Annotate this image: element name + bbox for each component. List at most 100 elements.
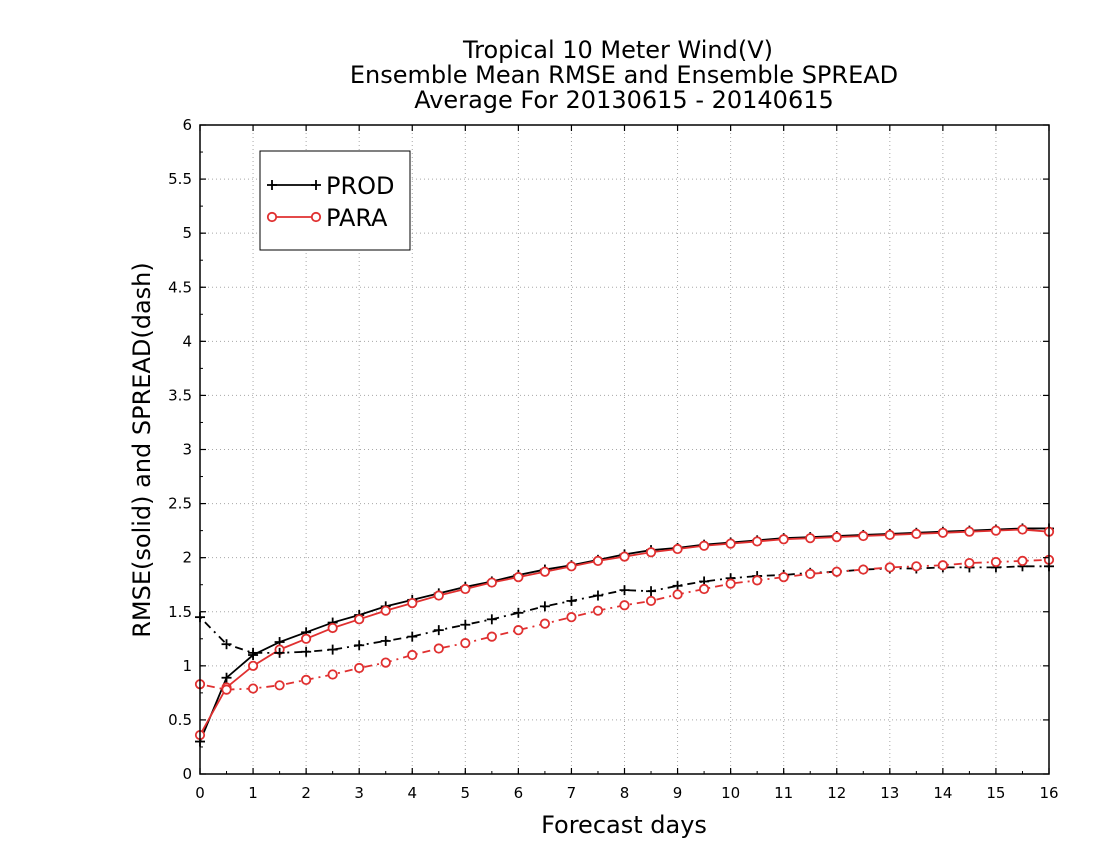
data-point — [646, 586, 657, 597]
data-point — [964, 557, 975, 569]
data-point — [698, 583, 710, 595]
data-point — [513, 625, 524, 636]
x-tick-label: 15 — [986, 784, 1005, 802]
x-tick-label: 0 — [195, 784, 205, 802]
data-point — [301, 674, 312, 685]
data-point — [248, 647, 259, 658]
data-point — [221, 639, 232, 650]
data-point — [911, 528, 922, 539]
data-point — [327, 669, 338, 680]
x-tick-label: 14 — [933, 784, 952, 802]
x-axis-label: Forecast days — [541, 811, 707, 839]
x-tick-label: 1 — [248, 784, 258, 802]
data-point — [937, 527, 948, 538]
data-point — [539, 566, 551, 577]
data-point — [407, 649, 418, 661]
legend-box — [259, 150, 411, 251]
data-point — [539, 618, 551, 629]
data-point — [645, 547, 657, 558]
data-point — [831, 566, 842, 577]
legend-marker — [310, 211, 322, 223]
data-point — [433, 590, 444, 601]
data-point — [354, 662, 365, 674]
data-point — [778, 534, 789, 545]
data-point — [566, 595, 577, 606]
x-tick-label: 5 — [461, 784, 471, 802]
data-point — [354, 640, 365, 651]
data-point — [460, 583, 471, 595]
data-point — [513, 607, 524, 618]
data-point — [698, 540, 710, 551]
data-point — [460, 638, 471, 649]
data-point — [301, 646, 312, 657]
x-tick-label: 12 — [827, 784, 846, 802]
x-tick-label: 8 — [620, 784, 630, 802]
data-point — [433, 625, 444, 636]
legend-item-prod: PROD — [267, 172, 395, 200]
data-point — [911, 561, 922, 572]
data-point — [566, 612, 577, 623]
title-line-1: Tropical 10 Meter Wind(V) — [462, 36, 773, 64]
data-point — [247, 683, 259, 694]
data-point — [380, 635, 391, 646]
data-point — [486, 614, 497, 625]
y-tick-label: 3 — [182, 441, 192, 459]
data-point — [301, 633, 312, 644]
y-tick-label: 0 — [182, 765, 192, 783]
y-tick-label: 1.5 — [168, 603, 192, 621]
data-point — [805, 568, 816, 579]
data-point — [327, 644, 338, 655]
legend-marker — [266, 211, 278, 223]
data-point — [327, 622, 338, 634]
data-point — [752, 536, 763, 547]
y-tick-label: 1 — [182, 657, 192, 675]
data-point — [752, 575, 763, 586]
legend-label: PROD — [326, 172, 395, 200]
y-tick-label: 5 — [182, 224, 192, 242]
data-point — [221, 684, 232, 695]
data-point — [513, 572, 524, 583]
data-point — [486, 631, 497, 642]
x-tick-label: 2 — [301, 784, 311, 802]
data-point — [1017, 555, 1028, 567]
data-point — [592, 605, 604, 616]
data-point — [645, 595, 657, 607]
data-point — [566, 561, 577, 572]
y-tick-label: 2.5 — [168, 495, 192, 513]
x-tick-label: 6 — [514, 784, 524, 802]
y-tick-label: 6 — [182, 116, 192, 134]
x-tick-label: 10 — [721, 784, 740, 802]
data-point — [805, 533, 816, 544]
data-point — [672, 543, 683, 555]
series-line — [199, 565, 1049, 654]
data-point — [592, 555, 604, 567]
data-point — [778, 572, 789, 583]
data-point — [433, 643, 444, 654]
data-point — [937, 560, 948, 571]
y-tick-label: 5.5 — [168, 170, 192, 188]
series-para-rmse — [194, 524, 1055, 741]
data-point — [990, 525, 1002, 536]
data-point — [247, 660, 259, 671]
data-point — [672, 580, 683, 591]
data-point — [407, 631, 418, 642]
y-tick-label: 3.5 — [168, 386, 192, 404]
data-point — [274, 647, 285, 658]
data-point — [460, 619, 471, 630]
legend: PROD PARA — [259, 150, 411, 251]
data-point — [221, 672, 232, 683]
y-tick-label: 4 — [182, 332, 192, 350]
x-tick-label: 9 — [673, 784, 683, 802]
data-point — [725, 578, 736, 589]
axis-ticks: 00.511.522.533.544.555.560 1 2 3 4 5 6 7 8 9 10 11 1… — [168, 116, 1058, 802]
data-point — [1017, 524, 1028, 535]
data-point — [619, 585, 630, 596]
data-point — [990, 556, 1002, 568]
data-point — [407, 597, 418, 609]
x-tick-label: 7 — [567, 784, 577, 802]
data-point — [884, 529, 895, 541]
x-tick-label: 13 — [880, 784, 899, 802]
data-point — [354, 614, 365, 625]
data-point — [884, 562, 895, 573]
